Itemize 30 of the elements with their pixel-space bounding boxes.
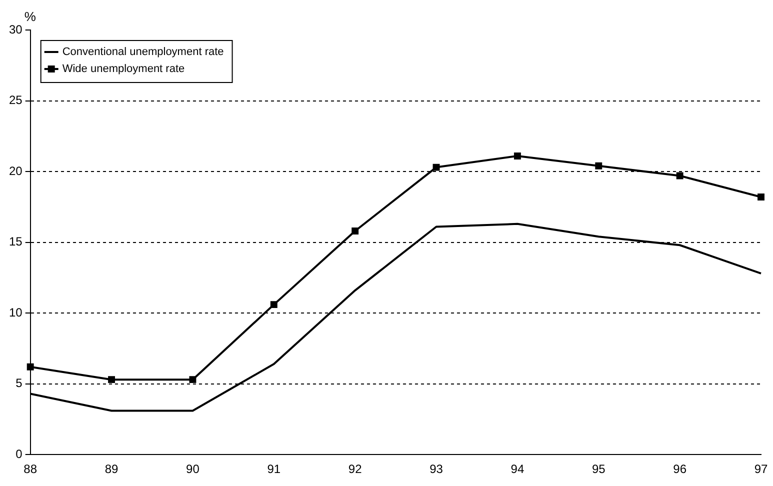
x-tick-label: 90 (186, 462, 200, 476)
x-tick-label: 97 (754, 462, 768, 476)
point (270, 301, 278, 308)
y-tick-label: 20 (8, 164, 23, 178)
y-axis-title: % (24, 9, 36, 24)
point (595, 162, 602, 170)
x-tick-label: 92 (348, 462, 362, 476)
point (432, 164, 440, 171)
y-tick-label: 25 (8, 93, 23, 108)
y-tick-label: 0 (16, 446, 23, 461)
x-tick-label: 91 (267, 462, 281, 476)
point (676, 172, 684, 180)
x-tick-label: 95 (592, 462, 606, 476)
point (758, 194, 764, 200)
legend-label: Conventional unemployment rate (62, 46, 224, 58)
x-tick-label: 94 (510, 462, 524, 476)
x-tick-label: 96 (673, 462, 687, 476)
point (108, 376, 116, 384)
point (352, 228, 359, 234)
y-tick-label: 30 (8, 22, 23, 36)
y-tick-label: 15 (8, 234, 23, 249)
legend-label: Wide unemployment rate (62, 63, 185, 76)
point (514, 152, 521, 160)
y-tick-label: 10 (8, 305, 23, 320)
y-tick-label: 5 (16, 376, 23, 390)
x-tick-label: 88 (24, 462, 38, 476)
x-tick-label: 93 (430, 462, 444, 476)
point (26, 363, 34, 370)
x-tick-label: 89 (104, 462, 119, 476)
point (189, 376, 196, 384)
